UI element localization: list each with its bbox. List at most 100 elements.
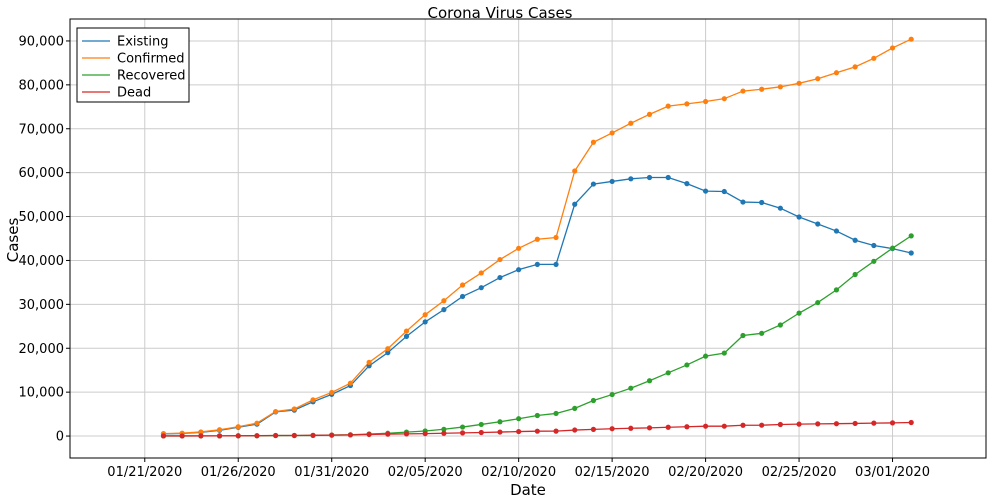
x-tick-label: 02/10/2020 bbox=[481, 465, 556, 480]
x-tick-label: 01/21/2020 bbox=[107, 465, 182, 480]
data-point-existing bbox=[422, 319, 428, 325]
data-point-dead bbox=[796, 421, 802, 427]
data-point-existing bbox=[702, 188, 709, 194]
data-point-dead bbox=[871, 420, 877, 426]
data-point-recovered bbox=[628, 385, 634, 391]
data-point-confirmed bbox=[871, 55, 877, 61]
data-point-confirmed bbox=[347, 380, 354, 386]
data-point-existing bbox=[609, 178, 615, 185]
legend-label-dead: Dead bbox=[117, 86, 151, 101]
data-point-dead bbox=[329, 432, 335, 438]
data-point-confirmed bbox=[759, 86, 765, 92]
data-point-confirmed bbox=[740, 88, 746, 94]
data-point-confirmed bbox=[796, 80, 802, 86]
data-point-existing bbox=[908, 250, 914, 256]
data-point-dead bbox=[422, 430, 428, 437]
data-point-dead bbox=[534, 428, 540, 434]
data-point-existing bbox=[534, 261, 540, 268]
data-point-dead bbox=[179, 433, 185, 439]
data-point-existing bbox=[871, 242, 877, 249]
data-point-confirmed bbox=[815, 76, 821, 82]
y-tick-label: 30,000 bbox=[19, 298, 65, 313]
data-point-existing bbox=[403, 333, 410, 339]
data-point-confirmed bbox=[422, 312, 428, 318]
data-point-confirmed bbox=[198, 429, 204, 435]
data-point-existing bbox=[815, 221, 821, 227]
x-tick-label: 01/26/2020 bbox=[201, 465, 276, 480]
data-point-recovered bbox=[665, 370, 671, 376]
x-axis: 01/21/2020 01/26/2020 01/31/2020 02/05/2020… bbox=[107, 458, 930, 480]
data-point-dead bbox=[908, 419, 914, 426]
data-point-confirmed bbox=[497, 256, 503, 263]
data-point-dead bbox=[459, 430, 466, 436]
data-point-dead bbox=[347, 432, 354, 438]
legend-box bbox=[76, 27, 190, 103]
data-point-dead bbox=[291, 432, 297, 439]
data-point-dead bbox=[684, 424, 690, 430]
data-point-confirmed bbox=[366, 359, 372, 365]
x-axis-title: Date bbox=[510, 481, 546, 499]
data-point-recovered bbox=[684, 362, 690, 368]
data-point-existing bbox=[833, 228, 840, 234]
series-points bbox=[160, 36, 914, 439]
data-point-confirmed bbox=[291, 406, 297, 412]
data-point-confirmed bbox=[889, 45, 896, 51]
data-point-confirmed bbox=[833, 70, 840, 76]
data-point-confirmed bbox=[908, 36, 914, 42]
data-point-existing bbox=[796, 214, 802, 220]
data-point-dead bbox=[572, 427, 578, 433]
data-point-dead bbox=[235, 433, 241, 439]
data-point-recovered bbox=[516, 416, 522, 422]
data-point-dead bbox=[516, 428, 522, 435]
data-point-confirmed bbox=[459, 282, 466, 288]
plot-frame bbox=[69, 18, 987, 459]
data-point-recovered bbox=[534, 412, 540, 419]
data-point-confirmed bbox=[273, 408, 279, 415]
data-point-dead bbox=[889, 420, 896, 426]
data-point-confirmed bbox=[310, 397, 316, 403]
data-point-dead bbox=[478, 429, 484, 436]
data-point-recovered bbox=[459, 424, 466, 430]
data-point-confirmed bbox=[721, 96, 727, 102]
data-point-existing bbox=[684, 181, 690, 187]
data-point-dead bbox=[366, 431, 372, 438]
data-point-existing bbox=[852, 237, 858, 243]
data-point-recovered bbox=[572, 405, 578, 411]
y-tick-label: 60,000 bbox=[19, 166, 65, 181]
data-point-dead bbox=[740, 422, 746, 428]
data-point-confirmed bbox=[216, 427, 223, 433]
data-point-recovered bbox=[441, 426, 447, 432]
y-tick-label: 90,000 bbox=[19, 34, 65, 49]
data-point-recovered bbox=[497, 419, 503, 425]
data-point-dead bbox=[403, 431, 410, 437]
x-tick-label: 01/31/2020 bbox=[294, 465, 369, 480]
data-point-confirmed bbox=[852, 64, 858, 70]
data-point-existing bbox=[497, 274, 503, 281]
data-point-recovered bbox=[609, 391, 615, 398]
data-point-dead bbox=[273, 432, 279, 439]
data-point-existing bbox=[478, 285, 484, 291]
x-tick-label: 03/01/2020 bbox=[855, 465, 930, 480]
data-point-confirmed bbox=[385, 346, 391, 352]
y-tick-label: 20,000 bbox=[19, 342, 65, 357]
y-tick-label: 0 bbox=[56, 430, 64, 445]
data-point-existing bbox=[385, 350, 391, 356]
data-point-dead bbox=[441, 430, 447, 436]
data-point-recovered bbox=[833, 287, 840, 293]
y-axis-title: Cases bbox=[4, 218, 22, 263]
data-point-confirmed bbox=[441, 298, 447, 304]
x-tick-label: 02/05/2020 bbox=[388, 465, 463, 480]
data-point-dead bbox=[721, 423, 727, 429]
data-point-confirmed bbox=[628, 120, 634, 126]
data-point-recovered bbox=[852, 271, 858, 278]
data-point-confirmed bbox=[553, 234, 559, 241]
data-point-existing bbox=[628, 176, 634, 182]
data-point-recovered bbox=[759, 330, 765, 336]
data-point-existing bbox=[572, 201, 578, 207]
data-point-existing bbox=[740, 199, 746, 205]
y-tick-label: 50,000 bbox=[19, 210, 65, 225]
x-tick-label: 02/20/2020 bbox=[668, 465, 743, 480]
legend-label-existing: Existing bbox=[117, 35, 169, 50]
data-point-existing bbox=[721, 188, 727, 195]
